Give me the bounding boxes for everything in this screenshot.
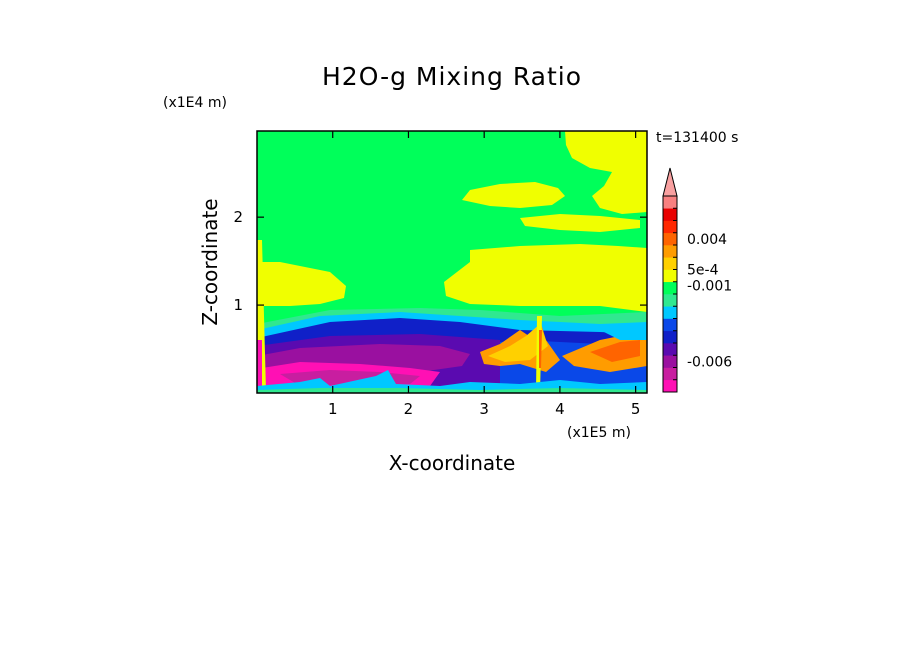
colorbar-label: 0.004 bbox=[687, 232, 727, 248]
chart-title: H2O-g Mixing Ratio bbox=[322, 62, 582, 91]
right-cyan bbox=[600, 326, 647, 340]
colorbar-swatch bbox=[663, 232, 677, 246]
colorbar-swatch bbox=[663, 318, 677, 332]
plume-streak-2 bbox=[539, 330, 542, 368]
plot-frame bbox=[256, 130, 648, 394]
top-right-cloud bbox=[565, 131, 647, 214]
cloud-band-right bbox=[444, 244, 647, 312]
y-axis-label: Z-coordinate bbox=[198, 198, 222, 325]
colorbar-label: -0.001 bbox=[687, 278, 732, 294]
colorbar-swatch bbox=[663, 306, 677, 319]
colorbar-swatch bbox=[663, 245, 677, 258]
y-tick-label: 1 bbox=[233, 296, 243, 314]
colorbar-swatch bbox=[663, 257, 677, 270]
colorbar-swatch bbox=[663, 269, 677, 283]
upper-cloud-2 bbox=[520, 214, 640, 232]
colorbar-swatch bbox=[663, 208, 677, 221]
time-label: t=131400 s bbox=[656, 130, 738, 146]
colorbar-swatch bbox=[663, 379, 677, 393]
plume-yellow-edge bbox=[488, 324, 548, 362]
x-unit-label: (x1E5 m) bbox=[567, 425, 631, 441]
x-tick-label: 1 bbox=[328, 400, 338, 418]
colorbar-swatch bbox=[663, 220, 677, 234]
x-axis: 1 2 3 4 5 bbox=[328, 131, 640, 418]
left-edge-magenta bbox=[257, 340, 262, 392]
surface-fringe bbox=[257, 370, 647, 393]
x-tick-label: 4 bbox=[555, 400, 565, 418]
colorbar-swatch bbox=[663, 343, 677, 356]
right-orange-core bbox=[590, 340, 640, 362]
y-axis: 12 bbox=[233, 208, 647, 314]
upper-cloud bbox=[462, 182, 565, 208]
colorbar-frame bbox=[662, 195, 678, 393]
colorbar-swatch bbox=[663, 281, 677, 295]
colorbar-swatch bbox=[663, 367, 677, 381]
colorbar-swatch bbox=[663, 294, 677, 307]
x-axis-label: X-coordinate bbox=[389, 451, 516, 475]
colorbar-extend-arrow bbox=[662, 167, 678, 197]
colorbar: 0.004 5e-4-0.001 -0.006 bbox=[662, 167, 732, 393]
contour-field bbox=[257, 131, 647, 393]
colorbar-swatch bbox=[663, 355, 677, 368]
colorbar-label: -0.006 bbox=[687, 354, 732, 370]
x-tick-label: 2 bbox=[404, 400, 414, 418]
x-tick-label: 5 bbox=[631, 400, 641, 418]
surface-fringe-green bbox=[257, 388, 647, 393]
y-tick-label: 2 bbox=[233, 208, 243, 226]
cloud-band-left bbox=[262, 262, 346, 306]
x-tick-label: 3 bbox=[479, 400, 489, 418]
colorbar-swatch bbox=[663, 196, 677, 209]
colorbar-label: 5e-4 bbox=[687, 263, 719, 279]
y-unit-label: (x1E4 m) bbox=[163, 95, 227, 111]
colorbar-swatch bbox=[663, 330, 677, 344]
